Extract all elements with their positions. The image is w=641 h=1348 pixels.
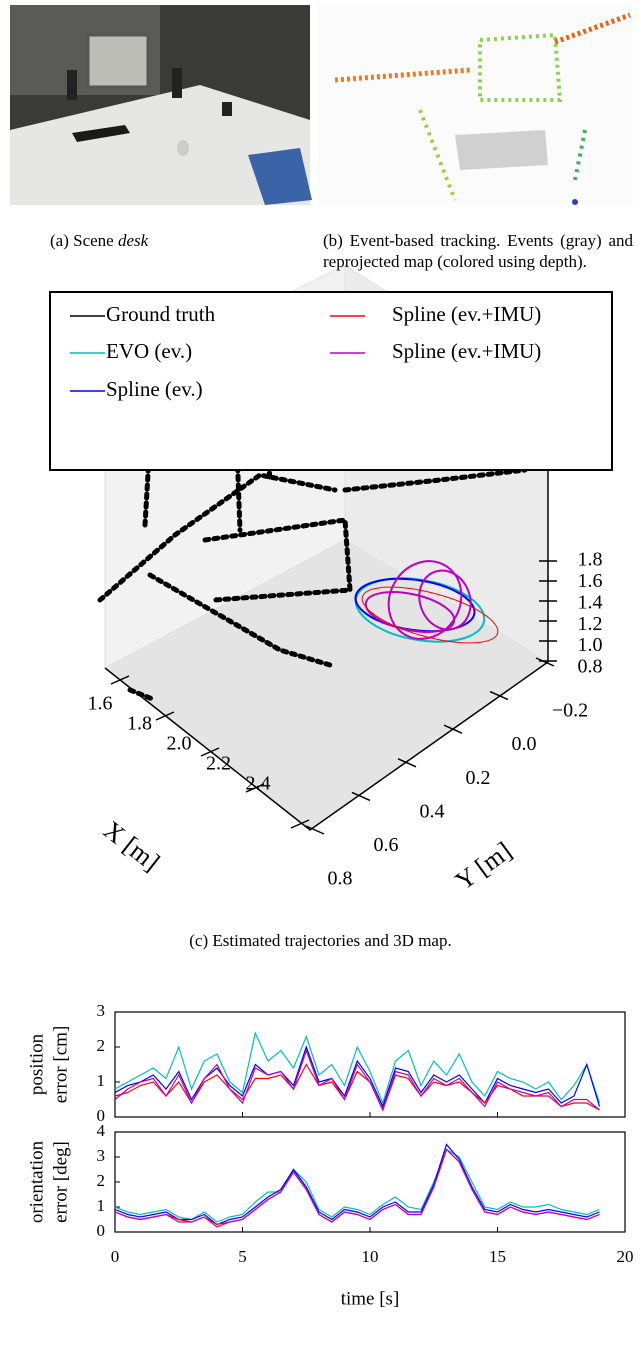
x-axis-label: X [m] bbox=[98, 815, 165, 877]
legend-label: Ground truth bbox=[106, 302, 216, 326]
scene-photo bbox=[10, 5, 312, 205]
tick-mark bbox=[305, 825, 325, 835]
y-tick-label: 0.2 bbox=[466, 767, 491, 789]
tick-mark bbox=[200, 747, 220, 757]
y-tick-label: 3 bbox=[97, 1001, 106, 1020]
x-tick-label: 1.6 bbox=[88, 693, 113, 715]
tick-mark bbox=[155, 711, 175, 721]
x-tick-label: 5 bbox=[238, 1247, 247, 1266]
y-tick-label: 0.8 bbox=[328, 868, 353, 890]
y-tick-label: 0.6 bbox=[374, 834, 399, 856]
tick-mark bbox=[351, 791, 371, 802]
event-image bbox=[318, 5, 633, 205]
legend-label: Spline (ev.+IMU) bbox=[392, 302, 541, 326]
y-tick-label: 0 bbox=[97, 1106, 106, 1125]
series-line bbox=[114, 1048, 600, 1112]
series-line bbox=[114, 1031, 601, 1105]
series-line bbox=[114, 1143, 600, 1226]
x-tick-label: 1.8 bbox=[127, 713, 152, 735]
y-tick-label: −0.2 bbox=[552, 700, 588, 722]
3d-trajectories bbox=[354, 560, 499, 644]
legend-label: Spline (ev.+IMU) bbox=[392, 339, 541, 363]
x-tick-label: 2.0 bbox=[167, 733, 192, 755]
tick-mark bbox=[245, 783, 265, 793]
z-tick-label: 0.8 bbox=[578, 656, 603, 678]
tick-mark bbox=[290, 819, 310, 829]
caption-c: (c) Estimated trajectories and 3D map. bbox=[189, 931, 452, 950]
y-tick-label: 3 bbox=[97, 1146, 106, 1165]
legend-box bbox=[49, 291, 613, 471]
y-axis-label: orientation bbox=[26, 1140, 47, 1223]
y-tick-label: 1 bbox=[97, 1196, 106, 1215]
x-tick-label: 15 bbox=[489, 1247, 506, 1266]
caption-b: (b) Event-based tracking. Events (gray) … bbox=[323, 231, 633, 271]
y-tick-label: 2 bbox=[97, 1036, 106, 1055]
axes-frame bbox=[114, 1011, 626, 1118]
tick-mark bbox=[535, 657, 555, 667]
legend-label: EVO (ev.) bbox=[106, 339, 192, 363]
y-axis-label: position bbox=[26, 1033, 47, 1095]
y-axis-label: error [deg] bbox=[50, 1141, 71, 1223]
x-axis-label: time [s] bbox=[341, 1288, 400, 1309]
z-tick-label: 1.4 bbox=[578, 591, 603, 613]
caption-a-emphasis: desk bbox=[117, 231, 149, 250]
series-line bbox=[114, 1148, 600, 1228]
tick-mark bbox=[489, 690, 509, 701]
y-axis-label: error [cm] bbox=[50, 1026, 71, 1104]
x-tick-label: 0 bbox=[111, 1247, 120, 1266]
series-line bbox=[114, 1045, 601, 1109]
y-tick-label: 0.4 bbox=[420, 800, 445, 822]
y-axis-label: Y [m] bbox=[450, 836, 517, 896]
series-line bbox=[114, 1063, 600, 1112]
z-tick-label: 1.6 bbox=[578, 570, 603, 592]
y-tick-label: 0.0 bbox=[512, 733, 537, 755]
caption-a-label: (a) Scene bbox=[50, 231, 114, 250]
tick-mark bbox=[443, 724, 463, 734]
z-tick-label: 1.0 bbox=[578, 634, 603, 656]
x-tick-label: 10 bbox=[362, 1247, 379, 1266]
x-tick-label: 2.2 bbox=[206, 753, 231, 775]
caption-a: (a) Scene desk bbox=[50, 230, 148, 251]
legend-label: Spline (ev.) bbox=[106, 377, 203, 401]
tick-mark bbox=[397, 758, 417, 768]
y-tick-label: 1 bbox=[97, 1071, 106, 1090]
series-line bbox=[114, 1148, 600, 1223]
x-tick-label: 20 bbox=[617, 1247, 634, 1266]
z-tick-label: 1.2 bbox=[578, 613, 603, 635]
y-tick-label: 0 bbox=[97, 1221, 106, 1240]
tick-mark bbox=[110, 675, 130, 685]
z-tick-label: 1.8 bbox=[578, 549, 603, 571]
y-tick-label: 4 bbox=[97, 1121, 106, 1140]
y-tick-label: 2 bbox=[97, 1171, 106, 1190]
